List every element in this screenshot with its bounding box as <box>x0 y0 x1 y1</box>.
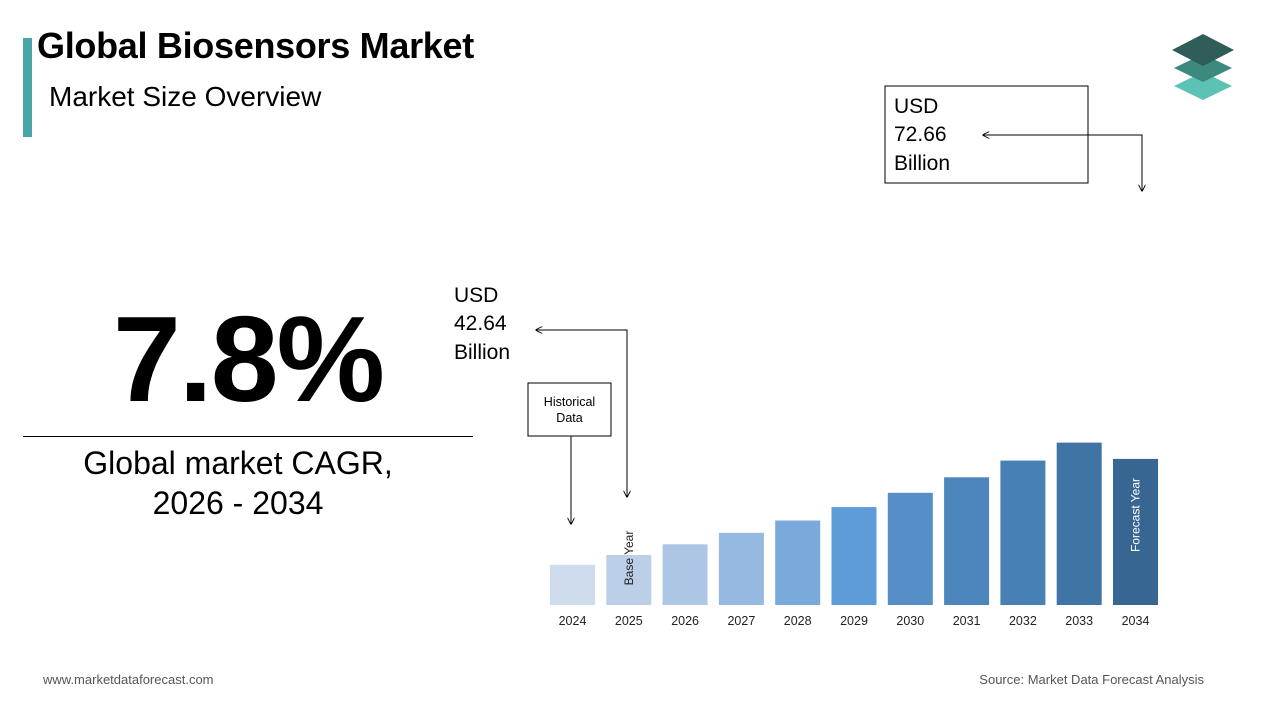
historical-data-label-line1: Historical <box>544 395 595 409</box>
bar-2032 <box>1000 460 1046 605</box>
bar-2028 <box>775 520 821 605</box>
bar-2026 <box>662 544 708 605</box>
cagr-value: 7.8% <box>112 291 385 427</box>
bar-2025 <box>606 555 652 605</box>
title-accent-bar <box>23 38 32 137</box>
bar-2024 <box>550 564 595 605</box>
x-tick-label-2034: 2034 <box>1122 614 1150 628</box>
forecast-value-line1: USD <box>894 95 938 118</box>
cagr-label: Global market CAGR, 2026 - 2034 <box>23 443 453 523</box>
x-tick-label-2029: 2029 <box>840 614 868 628</box>
footer-website: www.marketdataforecast.com <box>43 672 214 687</box>
x-tick-label-2030: 2030 <box>896 614 924 628</box>
footer-source: Source: Market Data Forecast Analysis <box>979 672 1204 687</box>
cagr-label-line2: 2026 - 2034 <box>152 485 324 521</box>
base-value-line3: Billion <box>454 341 510 364</box>
forecast-value-arrow <box>983 135 1142 191</box>
bar-inner-label-2034: Forecast Year <box>1129 478 1143 552</box>
bar-inner-label-2025: Base Year <box>622 531 636 586</box>
historical-data-label-line2: Data <box>556 411 582 425</box>
base-value-line1: USD <box>454 284 498 307</box>
bar-2027 <box>718 532 764 605</box>
cagr-label-line1: Global market CAGR, <box>83 445 393 481</box>
x-tick-label-2031: 2031 <box>953 614 981 628</box>
bar-2030 <box>887 492 933 605</box>
x-tick-label-2028: 2028 <box>784 614 812 628</box>
page-title: Global Biosensors Market <box>37 25 474 66</box>
x-tick-label-2033: 2033 <box>1065 614 1093 628</box>
forecast-value-line2: 72.66 <box>894 123 947 146</box>
x-tick-label-2026: 2026 <box>671 614 699 628</box>
page-subtitle: Market Size Overview <box>49 81 322 112</box>
stacked-layers-logo-icon <box>1172 34 1234 100</box>
bar-2029 <box>831 507 877 605</box>
base-value-arrow <box>536 330 627 497</box>
bar-2033 <box>1056 442 1102 605</box>
historical-data-box <box>527 382 612 437</box>
forecast-value-line3: Billion <box>894 152 950 175</box>
x-tick-label-2032: 2032 <box>1009 614 1037 628</box>
base-value-line2: 42.64 <box>454 312 507 335</box>
bar-2031 <box>944 477 990 605</box>
bar-2034 <box>1113 458 1158 605</box>
x-tick-label-2025: 2025 <box>615 614 643 628</box>
x-tick-label-2024: 2024 <box>559 614 587 628</box>
cagr-divider <box>23 436 473 437</box>
x-tick-label-2027: 2027 <box>727 614 755 628</box>
